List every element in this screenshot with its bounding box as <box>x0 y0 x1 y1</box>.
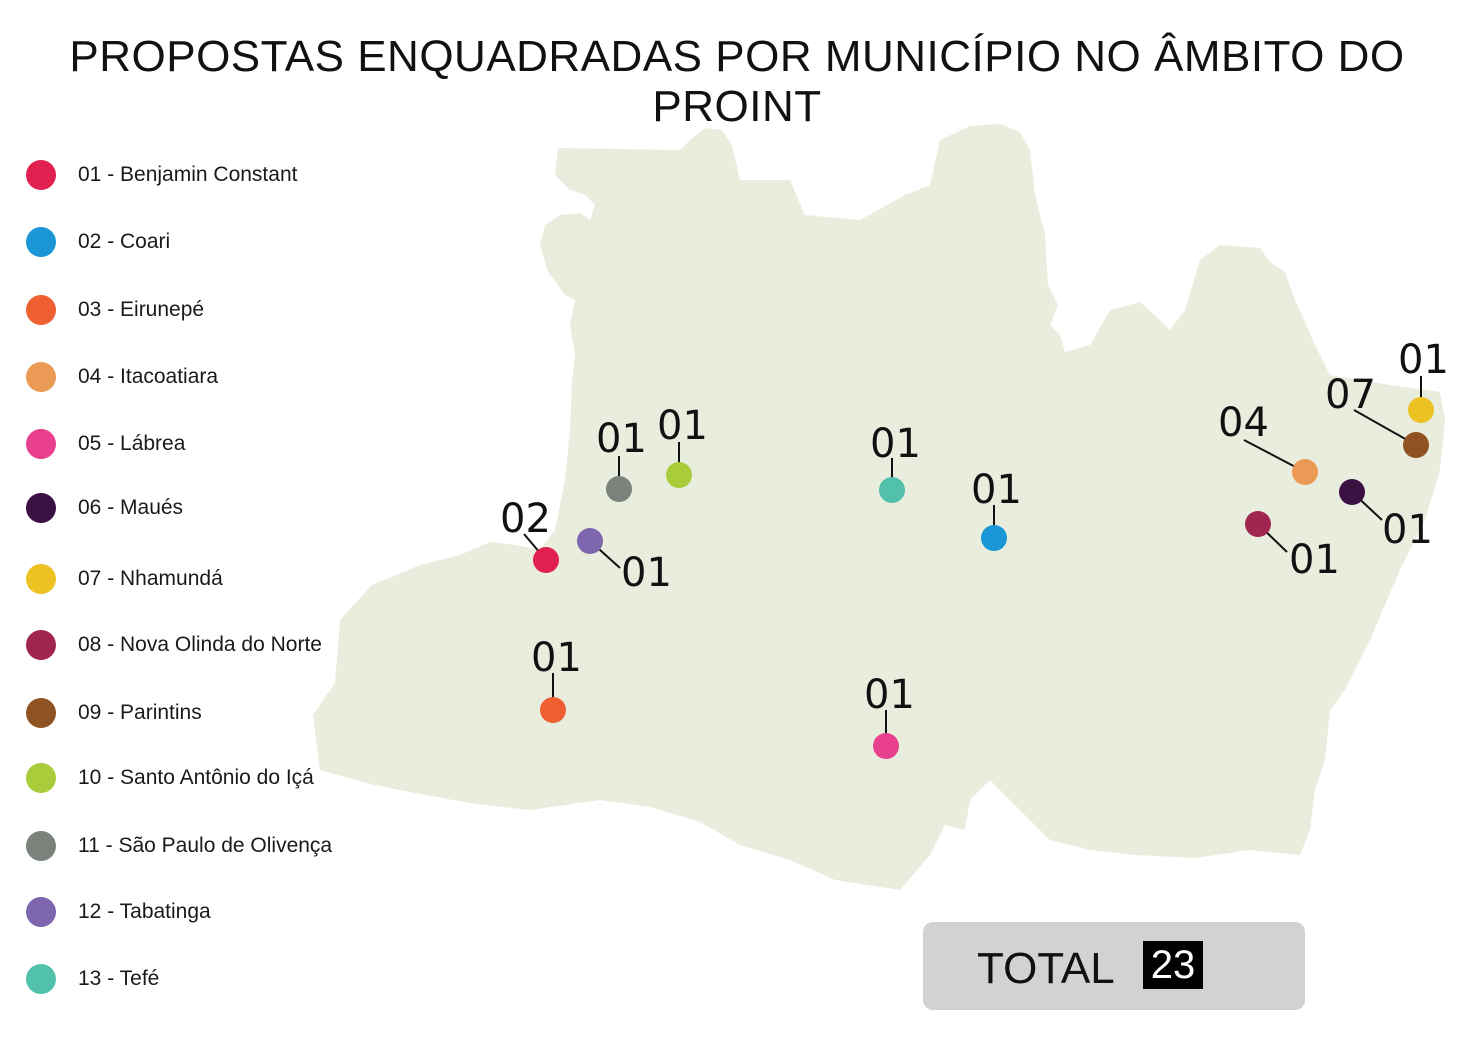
legend-dot <box>26 295 56 325</box>
legend-label: 01 - Benjamin Constant <box>78 163 298 186</box>
marker-count: 02 <box>500 496 551 542</box>
legend-label: 06 - Maués <box>78 496 184 519</box>
marker-benjamin-constant <box>533 547 559 573</box>
marker-count: 01 <box>971 467 1022 513</box>
marker-eirunepe <box>540 697 566 723</box>
legend-dot <box>26 493 56 523</box>
legend-item: 04 - Itacoatiara <box>26 360 218 394</box>
marker-parintins <box>1403 432 1429 458</box>
legend-label: 04 - Itacoatiara <box>78 365 219 388</box>
marker-maues <box>1339 479 1365 505</box>
legend-label: 02 - Coari <box>78 230 171 253</box>
marker-count: 01 <box>531 635 582 681</box>
state-shape <box>313 124 1445 890</box>
legend-label: 11 - São Paulo de Olivença <box>78 834 333 857</box>
marker-sao-paulo-de-olivenca <box>606 476 632 502</box>
marker-count: 01 <box>1398 337 1449 383</box>
legend-item: 09 - Parintins <box>26 696 202 730</box>
marker-tabatinga <box>577 528 603 554</box>
legend-item: 10 - Santo Antônio do Içá <box>26 761 314 795</box>
total-box: TOTAL 23 <box>923 922 1305 1010</box>
legend-label: 13 - Tefé <box>78 967 160 990</box>
legend-label: 03 - Eirunepé <box>78 298 205 321</box>
marker-nhamunda <box>1408 397 1434 423</box>
legend-dot <box>26 763 56 793</box>
legend-item: 05 - Lábrea <box>26 427 185 461</box>
legend-item: 03 - Eirunepé <box>26 293 204 327</box>
marker-tefe <box>879 477 905 503</box>
marker-itacoatiara <box>1292 459 1318 485</box>
marker-count: 01 <box>870 421 921 467</box>
marker-labrea <box>873 733 899 759</box>
total-value: 23 <box>1143 941 1203 989</box>
legend-dot <box>26 964 56 994</box>
legend-dot <box>26 362 56 392</box>
legend-item: 01 - Benjamin Constant <box>26 158 297 192</box>
marker-nova-olinda-do-norte <box>1245 511 1271 537</box>
marker-count: 01 <box>657 403 708 449</box>
legend-item: 07 - Nhamundá <box>26 562 223 596</box>
marker-count: 07 <box>1325 372 1376 418</box>
legend-dot <box>26 564 56 594</box>
legend-dot <box>26 698 56 728</box>
legend-label: 09 - Parintins <box>78 701 202 724</box>
marker-count: 01 <box>596 416 647 462</box>
legend-item: 06 - Maués <box>26 491 183 525</box>
legend-dot <box>26 831 56 861</box>
legend-label: 07 - Nhamundá <box>78 567 223 590</box>
total-label: TOTAL <box>977 944 1115 993</box>
legend-dot <box>26 160 56 190</box>
marker-coari <box>981 525 1007 551</box>
legend-label: 08 - Nova Olinda do Norte <box>78 633 322 656</box>
legend-item: 08 - Nova Olinda do Norte <box>26 628 322 662</box>
marker-count: 01 <box>864 672 915 718</box>
marker-santo-antonio-do-ica <box>666 462 692 488</box>
legend-dot <box>26 429 56 459</box>
page-title: PROPOSTAS ENQUADRADAS POR MUNICÍPIO NO Â… <box>69 32 1405 131</box>
marker-count: 01 <box>1289 537 1340 583</box>
marker-count: 01 <box>621 550 672 596</box>
legend-dot <box>26 630 56 660</box>
legend-item: 11 - São Paulo de Olivença <box>26 829 332 863</box>
marker-count: 01 <box>1382 507 1433 553</box>
legend-item: 12 - Tabatinga <box>26 895 211 929</box>
legend-label: 10 - Santo Antônio do Içá <box>78 766 314 789</box>
legend-label: 05 - Lábrea <box>78 432 186 455</box>
legend-dot <box>26 897 56 927</box>
legend-label: 12 - Tabatinga <box>78 900 211 923</box>
legend-item: 02 - Coari <box>26 225 170 259</box>
marker-count: 04 <box>1218 400 1269 446</box>
legend-dot <box>26 227 56 257</box>
legend-item: 13 - Tefé <box>26 962 159 996</box>
